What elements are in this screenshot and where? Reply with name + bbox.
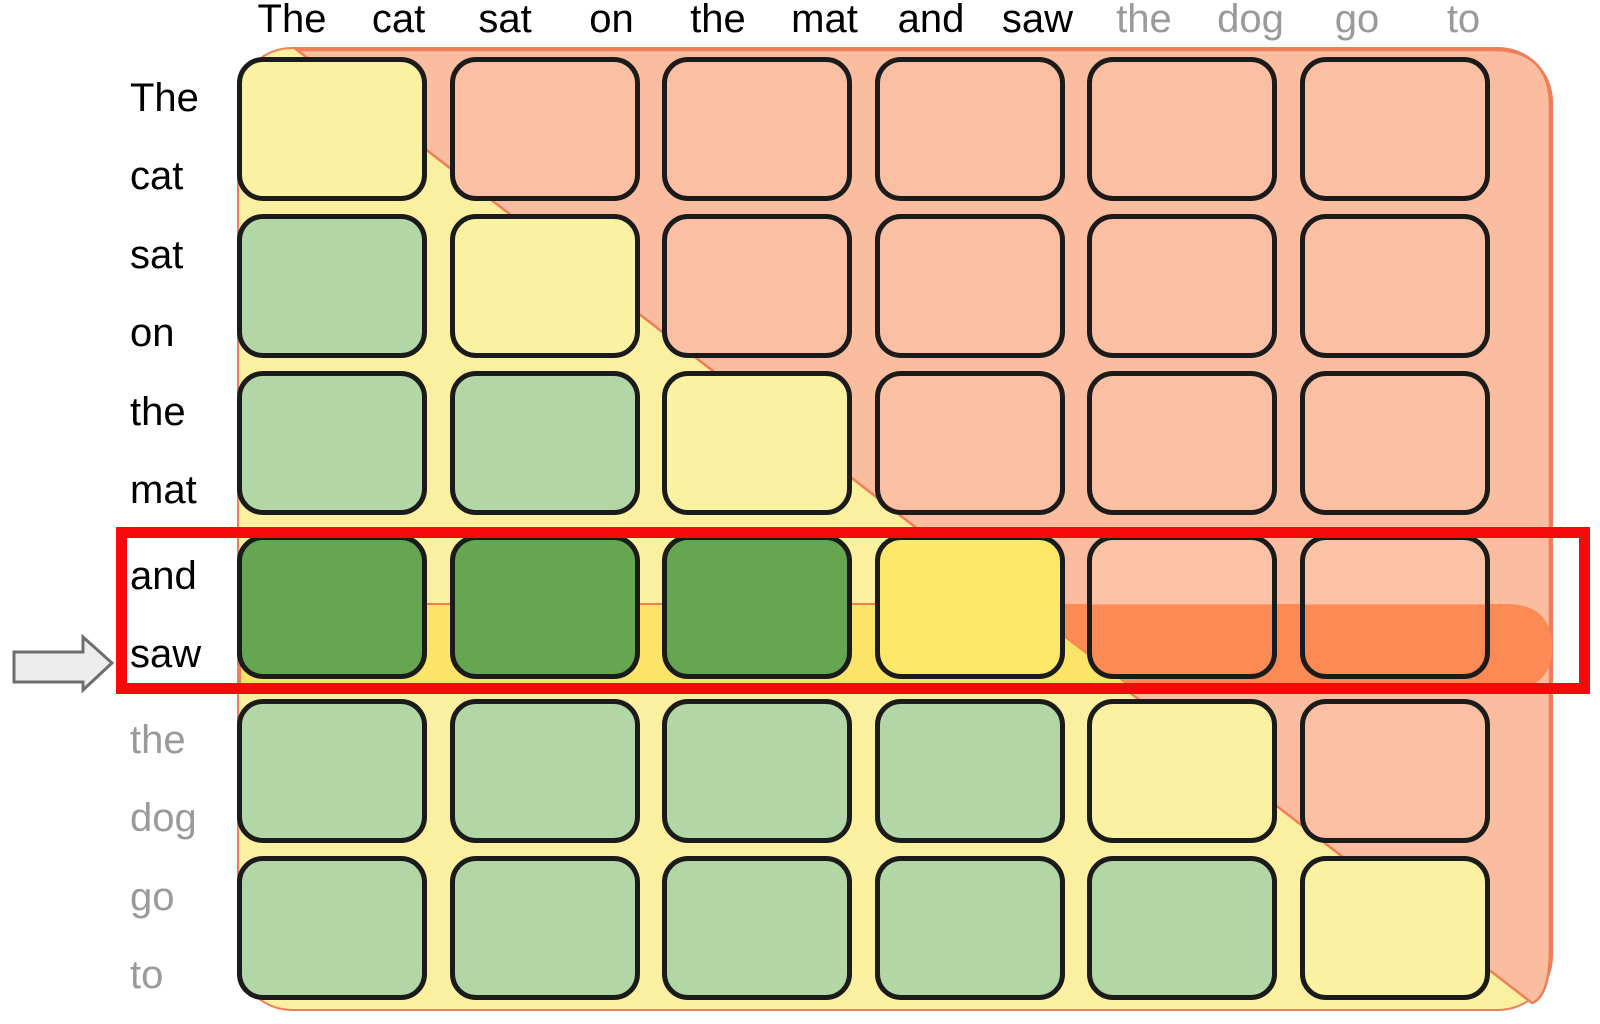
- matrix-cell-r3-c5: [1087, 371, 1278, 515]
- column-token: dog: [1217, 0, 1284, 41]
- matrix-cell-r5-c4: [874, 699, 1065, 843]
- row-token: The: [130, 76, 199, 120]
- matrix-cell-r5-c2: [449, 699, 640, 843]
- matrix-cell-r1-c3: [662, 57, 853, 201]
- matrix-cell-r3-c3: [662, 371, 853, 515]
- row-token: the: [130, 718, 186, 762]
- column-token: mat: [791, 0, 858, 41]
- matrix-cell-r2-c4: [874, 214, 1065, 358]
- column-token: go: [1334, 0, 1380, 41]
- matrix-cell-r1-c6: [1300, 57, 1490, 201]
- row-token: on: [130, 311, 175, 355]
- matrix-cell-r3-c2: [449, 371, 640, 515]
- column-token: and: [897, 0, 965, 41]
- row-token: sat: [130, 233, 184, 277]
- matrix-cell-r3-c1: [237, 371, 427, 515]
- matrix-cell-r5-c3: [662, 699, 853, 843]
- matrix-cell-r6-c4: [874, 856, 1065, 1000]
- matrix-cell-r3-c4: [874, 371, 1065, 515]
- current-row-arrow-icon: [12, 633, 115, 694]
- matrix-cell-r6-c1: [237, 856, 427, 1000]
- matrix-cell-r1-c2: [449, 57, 640, 201]
- matrix-cell-r2-c6: [1300, 214, 1490, 358]
- matrix-cell-r1-c1: [237, 57, 427, 201]
- row-token: mat: [130, 468, 197, 512]
- current-row-highlight-box: [116, 527, 1590, 694]
- column-token: to: [1446, 0, 1481, 41]
- row-token: go: [130, 875, 175, 919]
- column-token: cat: [371, 0, 426, 41]
- row-token: and: [130, 554, 197, 598]
- matrix-cell-r6-c3: [662, 856, 853, 1000]
- matrix-cell-r2-c2: [449, 214, 640, 358]
- matrix-cell-r1-c5: [1087, 57, 1278, 201]
- column-token: on: [589, 0, 634, 41]
- column-token: the: [690, 0, 746, 41]
- column-token: The: [257, 0, 327, 41]
- matrix-cell-r5-c6: [1300, 699, 1490, 843]
- row-token: saw: [130, 632, 202, 676]
- matrix-cell-r5-c5: [1087, 699, 1278, 843]
- matrix-cell-r2-c5: [1087, 214, 1278, 358]
- row-token: to: [130, 953, 164, 997]
- matrix-cell-r2-c3: [662, 214, 853, 358]
- row-token: the: [130, 390, 186, 434]
- matrix-cell-r4-c6: [1300, 535, 1490, 679]
- column-token: saw: [1001, 0, 1074, 41]
- matrix-cell-r3-c6: [1300, 371, 1490, 515]
- matrix-cell-r2-c1: [237, 214, 427, 358]
- matrix-cell-r4-c5: [1087, 535, 1278, 679]
- row-token: cat: [130, 154, 184, 198]
- matrix-cell-r1-c4: [874, 57, 1065, 201]
- matrix-cell-r6-c6: [1300, 856, 1490, 1000]
- matrix-cell-r6-c5: [1087, 856, 1278, 1000]
- column-token: the: [1116, 0, 1172, 41]
- matrix-cell-r6-c2: [449, 856, 640, 1000]
- row-token: dog: [130, 796, 197, 840]
- matrix-cell-r4-c2: [449, 535, 640, 679]
- matrix-cell-r5-c1: [237, 699, 427, 843]
- column-token: sat: [478, 0, 532, 41]
